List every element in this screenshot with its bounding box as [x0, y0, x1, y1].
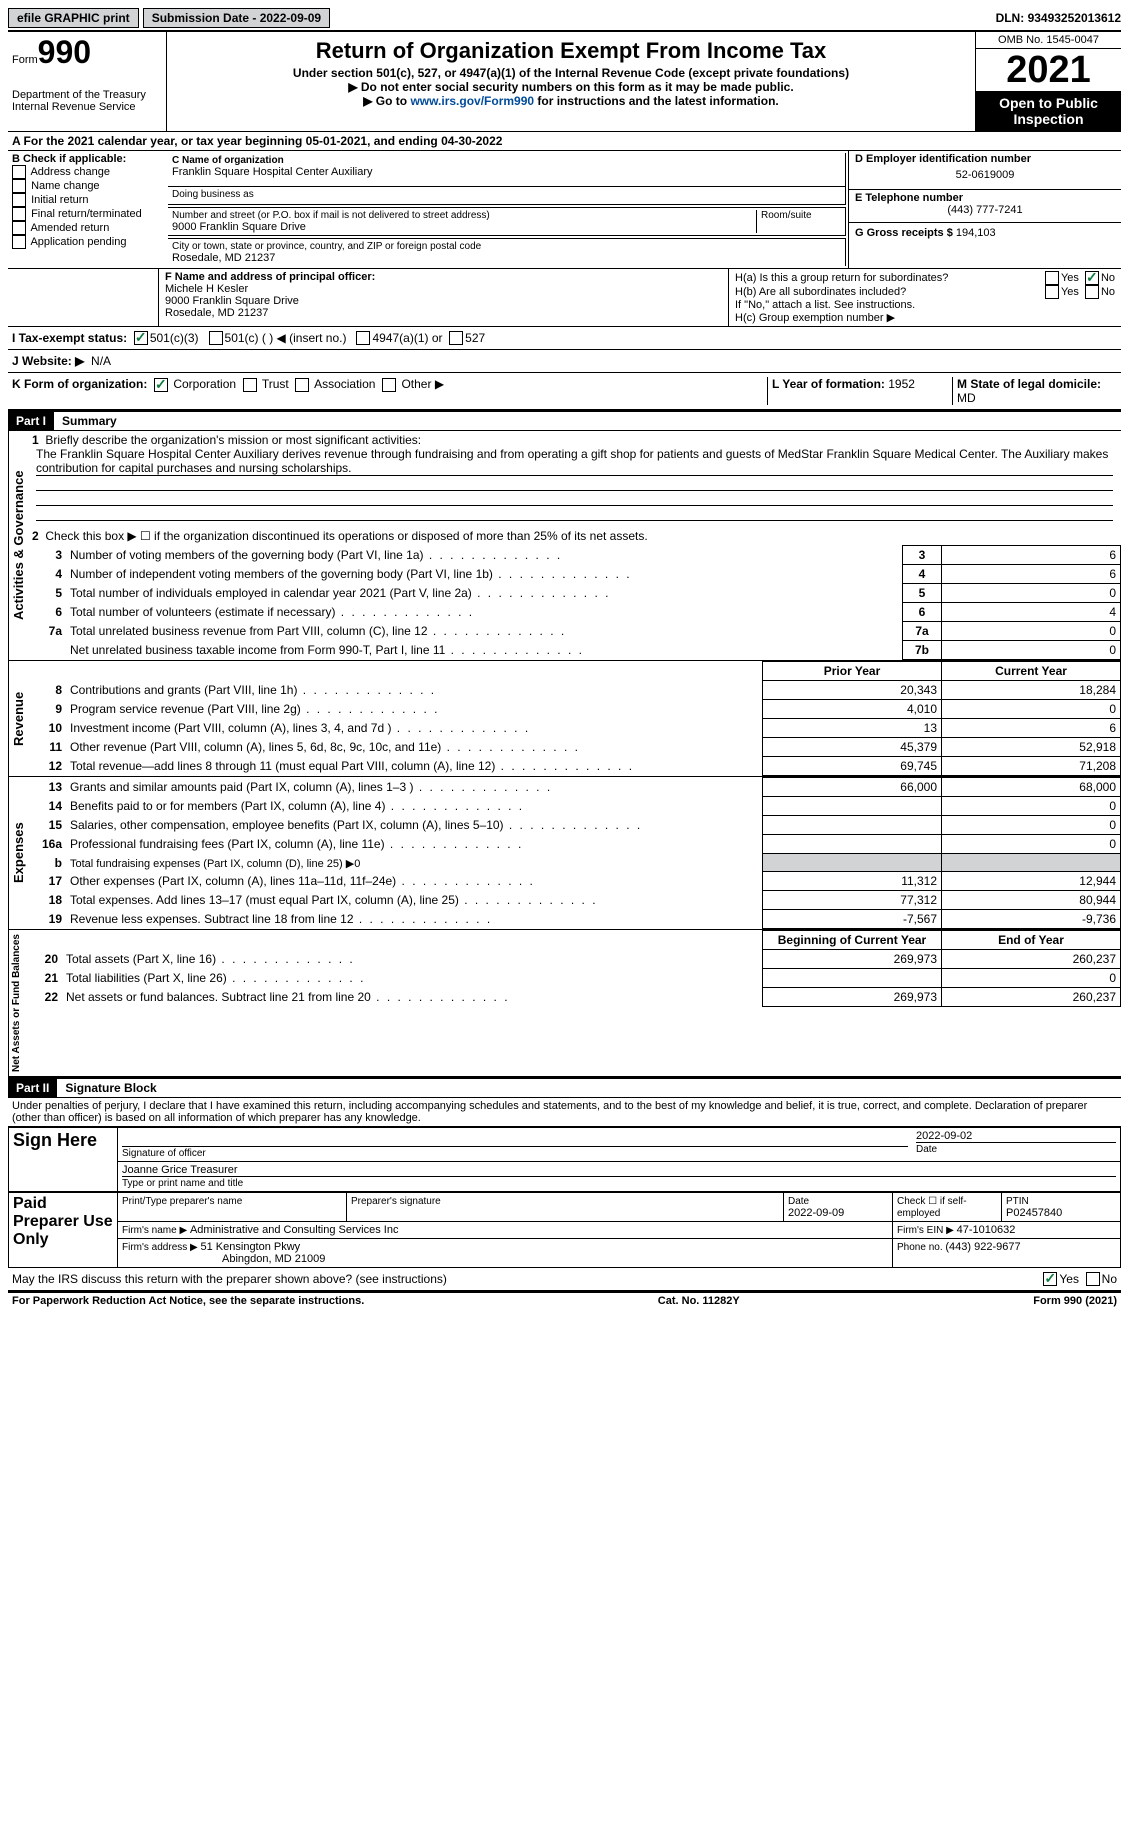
- page-footer: For Paperwork Reduction Act Notice, see …: [8, 1291, 1121, 1309]
- irs-link[interactable]: www.irs.gov/Form990: [410, 94, 534, 108]
- phone-value: (443) 777-7241: [855, 204, 1115, 216]
- form-title-box: Return of Organization Exempt From Incom…: [167, 32, 975, 131]
- org-name: Franklin Square Hospital Center Auxiliar…: [172, 166, 841, 178]
- checkbox-assoc[interactable]: [295, 378, 309, 392]
- ein-label: D Employer identification number: [855, 153, 1115, 165]
- mission-text: The Franklin Square Hospital Center Auxi…: [36, 447, 1113, 476]
- tax-year-row: A For the 2021 calendar year, or tax yea…: [8, 132, 1121, 151]
- year-box: OMB No. 1545-0047 2021 Open to Public In…: [975, 32, 1121, 131]
- part-2-header: Part II: [8, 1079, 57, 1097]
- officer-name: Michele H Kesler: [165, 283, 722, 295]
- firm-name: Administrative and Consulting Services I…: [190, 1224, 398, 1236]
- checkbox-ha-yes[interactable]: [1045, 271, 1059, 285]
- state-domicile: MD: [957, 391, 976, 405]
- checkbox-hb-no[interactable]: [1085, 285, 1099, 299]
- org-name-label: C Name of organization: [172, 155, 841, 166]
- checkbox-527[interactable]: [449, 331, 463, 345]
- firm-ein: 47-1010632: [957, 1224, 1016, 1236]
- net-assets-table: Beginning of Current YearEnd of Year20To…: [24, 930, 1121, 1007]
- checkbox-final-return[interactable]: [12, 207, 26, 221]
- website-value: N/A: [91, 354, 111, 368]
- expenses-table: 13Grants and similar amounts paid (Part …: [28, 777, 1121, 929]
- revenue-table: Prior YearCurrent Year8Contributions and…: [28, 661, 1121, 776]
- checkbox-ha-no[interactable]: [1085, 271, 1099, 285]
- preparer-phone: (443) 922-9677: [945, 1241, 1020, 1253]
- section-b-checkboxes: B Check if applicable: Address change Na…: [8, 151, 166, 268]
- paid-preparer-block: Paid Preparer Use Only Print/Type prepar…: [8, 1192, 1121, 1268]
- checkbox-name-change[interactable]: [12, 179, 26, 193]
- ptin-value: P02457840: [1006, 1207, 1062, 1219]
- efile-print-button[interactable]: efile GRAPHIC print: [8, 8, 139, 28]
- checkbox-501c3[interactable]: [134, 331, 148, 345]
- checkbox-501c[interactable]: [209, 331, 223, 345]
- checkbox-address-change[interactable]: [12, 165, 26, 179]
- tab-expenses: Expenses: [8, 777, 28, 929]
- city-state-zip: Rosedale, MD 21237: [172, 252, 841, 264]
- checkbox-4947[interactable]: [356, 331, 370, 345]
- checkbox-amended[interactable]: [12, 221, 26, 235]
- form-number-box: Form990 Department of the Treasury Inter…: [8, 32, 167, 131]
- officer-name-title: Joanne Grice Treasurer: [122, 1164, 1116, 1176]
- checkbox-initial-return[interactable]: [12, 193, 26, 207]
- ein-value: 52-0619009: [855, 165, 1115, 185]
- tab-revenue: Revenue: [8, 661, 28, 776]
- checkbox-corp[interactable]: [154, 378, 168, 392]
- gross-receipts: 194,103: [956, 227, 996, 239]
- checkbox-hb-yes[interactable]: [1045, 285, 1059, 299]
- checkbox-discuss-no[interactable]: [1086, 1272, 1100, 1286]
- signature-block: Sign Here Signature of officer 2022-09-0…: [8, 1127, 1121, 1192]
- governance-table: 3Number of voting members of the governi…: [28, 545, 1121, 660]
- page-title: Return of Organization Exempt From Incom…: [171, 38, 971, 64]
- checkbox-discuss-yes[interactable]: [1043, 1272, 1057, 1286]
- checkbox-trust[interactable]: [243, 378, 257, 392]
- submission-date: Submission Date - 2022-09-09: [143, 8, 330, 28]
- part-1-header: Part I: [8, 412, 54, 430]
- year-formation: 1952: [888, 377, 915, 391]
- perjury-declaration: Under penalties of perjury, I declare th…: [8, 1098, 1121, 1127]
- tab-net-assets: Net Assets or Fund Balances: [8, 930, 24, 1076]
- checkbox-other[interactable]: [382, 378, 396, 392]
- street-address: 9000 Franklin Square Drive: [172, 221, 756, 233]
- checkbox-app-pending[interactable]: [12, 235, 26, 249]
- dln: DLN: 93493252013612: [996, 11, 1121, 25]
- tab-activities-governance: Activities & Governance: [8, 431, 28, 660]
